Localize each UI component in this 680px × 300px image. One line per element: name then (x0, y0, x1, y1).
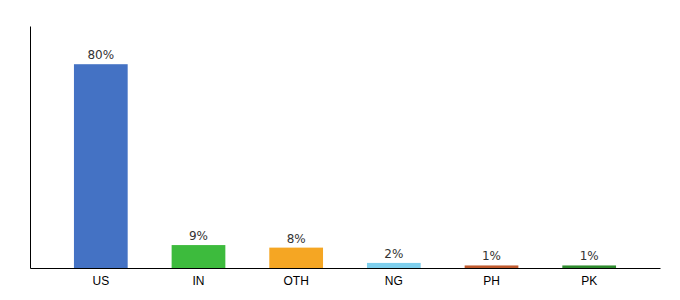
bar (562, 265, 616, 268)
data-label: 1% (580, 249, 599, 263)
plot-area: US IN OTH NG PH PK 80% 9% 8% 2% 1% 1% (31, 27, 661, 288)
x-tick: PK (581, 274, 597, 288)
bars (74, 64, 616, 268)
data-label: 2% (384, 247, 403, 261)
data-label: 9% (189, 229, 208, 243)
bar (269, 248, 323, 268)
x-axis: US IN OTH NG PH PK (31, 269, 661, 288)
x-tick-label: US (92, 274, 109, 288)
y-axis (30, 27, 31, 269)
x-tick: OTH (283, 274, 308, 288)
x-axis-line (31, 268, 661, 269)
x-tick-label: NG (385, 274, 403, 288)
x-tick: IN (192, 274, 204, 288)
bar (465, 265, 519, 268)
data-label: 1% (482, 249, 501, 263)
x-tick-label: PK (581, 274, 597, 288)
y-axis-line (30, 27, 31, 269)
chart-container: US IN OTH NG PH PK 80% 9% 8% 2% 1% 1% (0, 0, 680, 300)
x-tick: PH (483, 274, 500, 288)
data-labels: 80% 9% 8% 2% 1% 1% (87, 48, 598, 263)
x-tick: US (92, 274, 109, 288)
chart-svg: US IN OTH NG PH PK 80% 9% 8% 2% 1% 1% (0, 0, 680, 300)
data-label: 80% (87, 48, 114, 62)
data-label: 8% (287, 232, 306, 246)
x-tick: NG (385, 274, 403, 288)
bar (172, 245, 226, 268)
bar (74, 64, 128, 268)
x-tick-label: OTH (283, 274, 308, 288)
x-tick-label: IN (192, 274, 204, 288)
bar (367, 263, 421, 268)
x-tick-label: PH (483, 274, 500, 288)
